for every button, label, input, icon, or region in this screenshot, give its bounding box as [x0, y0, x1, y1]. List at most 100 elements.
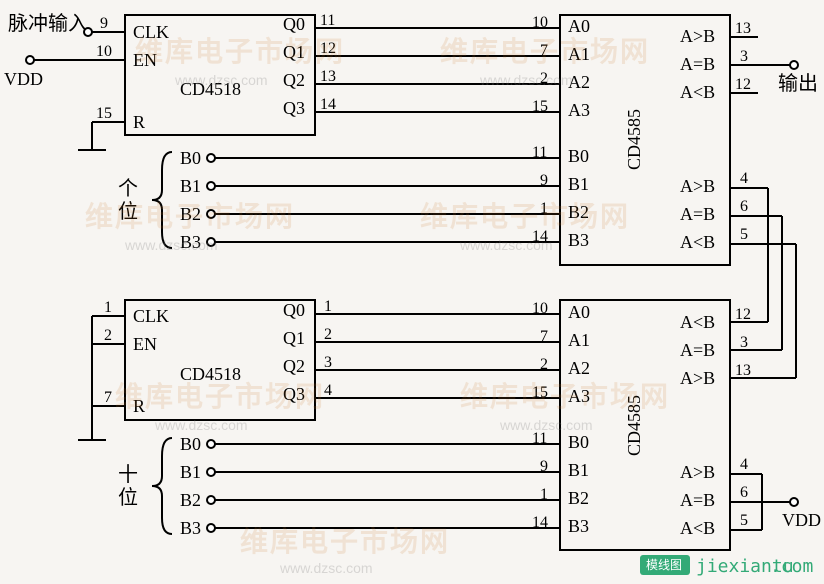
pin-num: 13 [735, 20, 751, 37]
pin-label: CLK [133, 22, 169, 42]
pin-label: Q1 [283, 328, 305, 348]
port-node [84, 28, 92, 36]
pin-label: Q3 [283, 384, 305, 404]
pin-num: 3 [740, 48, 748, 65]
pin-label: A<B [680, 82, 715, 102]
pin-num: 11 [320, 12, 335, 29]
pin-label: A0 [568, 16, 590, 36]
circuit-diagram: CLK EN R 9 10 15 Q0 Q1 Q2 Q3 11 12 13 14… [0, 0, 824, 584]
pin-label: A>B [680, 368, 715, 388]
pin-num: 3 [740, 334, 748, 351]
label-tens-1: 位 [118, 486, 138, 509]
chip-cd4585-a: A0 A1 A2 A3 B0 B1 B2 B3 A>B A=B A<B A>B … [560, 15, 730, 265]
pin-label: A>B [680, 462, 715, 482]
port-label: B1 [180, 462, 201, 482]
pin-label: A<B [680, 518, 715, 538]
pin-label: A0 [568, 302, 590, 322]
pin-label: B0 [568, 432, 589, 452]
pin-num: 12 [320, 40, 336, 57]
svg-text:模线图: 模线图 [646, 558, 682, 572]
pin-label: Q2 [283, 356, 305, 376]
port-label: B1 [180, 176, 201, 196]
pin-label: A2 [568, 72, 590, 92]
label-ones-1: 位 [118, 200, 138, 223]
port-label: B3 [180, 518, 201, 538]
pin-label: Q2 [283, 70, 305, 90]
port-label: B0 [180, 148, 201, 168]
pin-label: EN [133, 334, 157, 354]
pin-num: 6 [740, 198, 748, 215]
pin-num: 13 [735, 362, 751, 379]
pin-label: A2 [568, 358, 590, 378]
pin-num: 3 [324, 354, 332, 371]
pin-label: Q3 [283, 98, 305, 118]
pin-num: 5 [740, 512, 748, 529]
port-label: B2 [180, 204, 201, 224]
pin-label: A>B [680, 26, 715, 46]
pin-label: Q0 [283, 300, 305, 320]
chip-cd4585-b: A0 A1 A2 A3 B0 B1 B2 B3 A<B A=B A>B A>B … [560, 300, 730, 550]
svg-text:.com: .com [770, 556, 813, 577]
label-ones-0: 个 [118, 177, 138, 200]
pin-num: 7 [104, 389, 112, 406]
part-label: CD4585 [624, 109, 644, 170]
port-label: B3 [180, 232, 201, 252]
pin-num: 12 [735, 306, 751, 323]
pin-num: 12 [735, 76, 751, 93]
pin-num: 1 [324, 298, 332, 315]
port-node [790, 498, 798, 506]
pin-label: B2 [568, 488, 589, 508]
pin-num: 1 [104, 299, 112, 316]
chip-cd4518-a: CLK EN R 9 10 15 Q0 Q1 Q2 Q3 11 12 13 14… [92, 12, 336, 135]
label-output: 输出 [778, 72, 818, 95]
pin-num: 4 [740, 456, 748, 473]
pin-num: 14 [320, 96, 336, 113]
pin-label: A<B [680, 232, 715, 252]
pin-label: A<B [680, 312, 715, 332]
pin-num: 13 [320, 68, 336, 85]
pin-label: Q0 [283, 14, 305, 34]
pin-num: 5 [740, 226, 748, 243]
part-label: CD4518 [180, 364, 241, 384]
port-label: B0 [180, 434, 201, 454]
pin-label: B3 [568, 230, 589, 250]
pin-label: CLK [133, 306, 169, 326]
label-vdd-left: VDD [4, 69, 43, 89]
pin-label: A>B [680, 176, 715, 196]
part-label: CD4585 [624, 395, 644, 456]
label-tens-0: 十 [118, 463, 138, 486]
port-label: B2 [180, 490, 201, 510]
pin-label: B0 [568, 146, 589, 166]
pin-label: B1 [568, 460, 589, 480]
pin-label: A=B [680, 340, 715, 360]
pin-label: EN [133, 50, 157, 70]
pin-label: A1 [568, 330, 590, 350]
pin-label: A=B [680, 204, 715, 224]
tens-inputs: B0 B1 B2 B3 [152, 434, 560, 538]
chip-cd4518-b: CLK EN R 1 2 7 Q0 Q1 Q2 Q3 1 2 3 4 CD451… [92, 298, 332, 420]
label-pulse-input: 脉冲输入 [8, 12, 88, 35]
pin-num: 4 [740, 170, 748, 187]
pin-label: A=B [680, 490, 715, 510]
pin-label: R [133, 396, 145, 416]
pin-num: 9 [100, 15, 108, 32]
pin-num: 6 [740, 484, 748, 501]
label-vdd-right: VDD [782, 510, 821, 530]
pin-num: 2 [324, 326, 332, 343]
pin-label: Q1 [283, 42, 305, 62]
pin-num: 4 [324, 382, 332, 399]
pin-label: A3 [568, 386, 590, 406]
footer-logo: 模线图 jiexiantu .com [640, 555, 813, 577]
pin-num: 15 [96, 105, 112, 122]
pin-label: B2 [568, 202, 589, 222]
ones-inputs: B0 B1 B2 B3 [152, 148, 560, 252]
pin-num: 10 [96, 43, 112, 60]
pin-label: A1 [568, 44, 590, 64]
part-label: CD4518 [180, 79, 241, 99]
port-node [790, 61, 798, 69]
pin-label: A=B [680, 54, 715, 74]
port-node [26, 56, 34, 64]
pin-label: R [133, 112, 145, 132]
pin-label: B3 [568, 516, 589, 536]
pin-label: B1 [568, 174, 589, 194]
